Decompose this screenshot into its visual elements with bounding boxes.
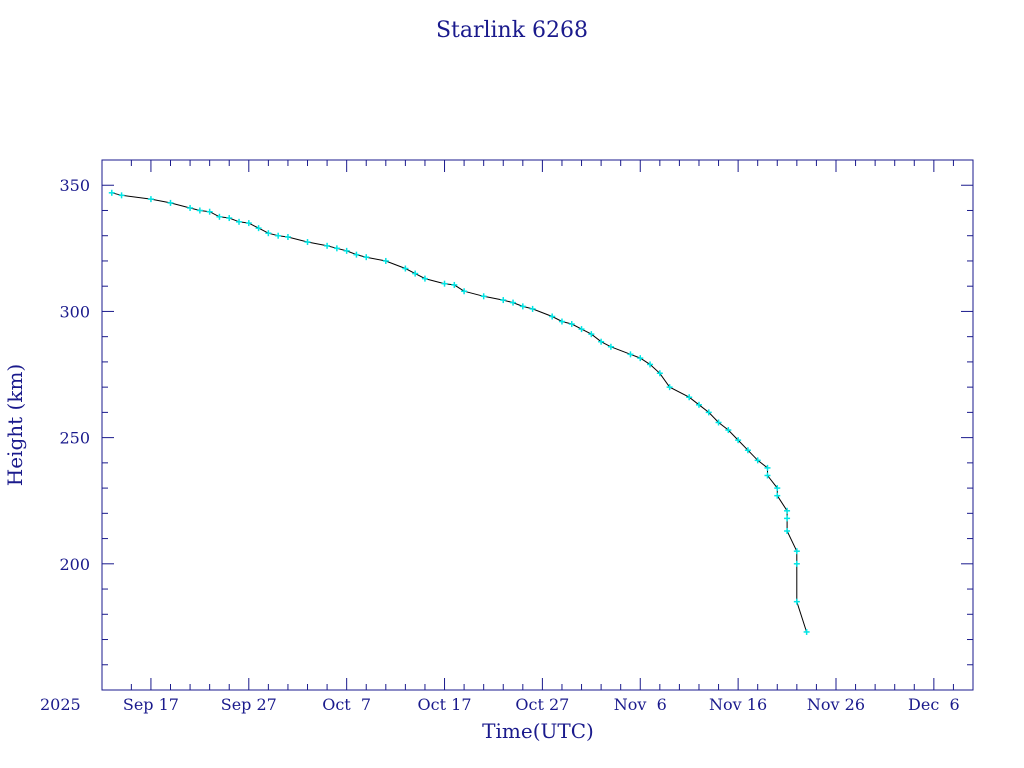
data-point bbox=[647, 361, 654, 368]
data-point bbox=[118, 192, 125, 199]
chart-title: Starlink 6268 bbox=[436, 18, 588, 43]
x-start-label: 2025 bbox=[40, 695, 81, 714]
x-tick-label: Sep 17 bbox=[123, 695, 179, 714]
data-point bbox=[284, 233, 291, 240]
data-point bbox=[353, 251, 360, 258]
data-point bbox=[774, 492, 781, 499]
data-point bbox=[343, 247, 350, 254]
x-tick-label: Oct 27 bbox=[515, 695, 569, 714]
series-line-group bbox=[111, 192, 808, 633]
data-point bbox=[598, 338, 605, 345]
x-axis-ticks: Sep 17 Sep 27 Oct 7 Oct 17 Oct 27 Nov 6 Nov 16… bbox=[123, 160, 960, 714]
x-tick-label: Oct 7 bbox=[322, 695, 371, 714]
data-point bbox=[402, 265, 409, 272]
data-point bbox=[108, 189, 115, 196]
data-point bbox=[803, 628, 810, 635]
data-point bbox=[216, 213, 223, 220]
data-point bbox=[363, 254, 370, 261]
data-point bbox=[196, 207, 203, 214]
data-point bbox=[461, 288, 468, 295]
data-point bbox=[324, 242, 331, 249]
x-axis-label: Time(UTC) bbox=[482, 719, 594, 743]
data-point bbox=[187, 204, 194, 211]
y-tick-label: 250 bbox=[59, 429, 90, 448]
data-point bbox=[265, 230, 272, 237]
data-point bbox=[549, 313, 556, 320]
series-points-group bbox=[108, 189, 810, 635]
data-point bbox=[607, 343, 614, 350]
data-point bbox=[500, 297, 507, 304]
x-tick-label: Sep 27 bbox=[221, 695, 277, 714]
x-tick-label: Dec 6 bbox=[908, 695, 960, 714]
data-point bbox=[656, 370, 663, 377]
data-point bbox=[793, 598, 800, 605]
series-line bbox=[111, 192, 808, 633]
data-point bbox=[226, 215, 233, 222]
data-point bbox=[715, 419, 722, 426]
y-axis-ticks: 200 250 300 350 bbox=[59, 176, 973, 666]
data-point bbox=[236, 218, 243, 225]
data-point bbox=[735, 437, 742, 444]
data-point bbox=[255, 225, 262, 232]
data-point bbox=[519, 303, 526, 310]
data-point bbox=[793, 560, 800, 567]
data-point bbox=[441, 280, 448, 287]
data-point bbox=[686, 394, 693, 401]
data-point bbox=[793, 548, 800, 555]
y-axis-label: Height (km) bbox=[3, 364, 27, 486]
plot-frame bbox=[101, 159, 974, 691]
data-point bbox=[304, 239, 311, 246]
data-point bbox=[588, 331, 595, 338]
data-point bbox=[412, 270, 419, 277]
data-point bbox=[529, 305, 536, 312]
data-point bbox=[784, 528, 791, 534]
x-tick-label: Nov 6 bbox=[614, 695, 667, 714]
data-point bbox=[764, 464, 771, 471]
data-point bbox=[637, 355, 644, 362]
data-point bbox=[206, 208, 213, 215]
y-tick-label: 300 bbox=[59, 302, 90, 321]
data-point bbox=[774, 485, 781, 492]
data-point bbox=[558, 318, 565, 325]
data-point bbox=[695, 401, 702, 408]
data-point bbox=[275, 232, 282, 239]
data-point bbox=[784, 507, 791, 514]
data-point bbox=[764, 472, 771, 479]
data-point bbox=[754, 457, 761, 464]
data-point bbox=[705, 409, 712, 416]
x-tick-label: Oct 17 bbox=[418, 695, 472, 714]
data-point bbox=[333, 245, 340, 252]
data-point bbox=[510, 299, 517, 306]
x-tick-label: Nov 26 bbox=[807, 695, 865, 714]
data-point bbox=[167, 199, 174, 206]
data-point bbox=[147, 196, 154, 203]
data-point bbox=[725, 427, 732, 434]
data-point bbox=[744, 447, 751, 454]
data-point bbox=[480, 293, 487, 300]
y-tick-label: 350 bbox=[59, 176, 90, 195]
data-point bbox=[578, 326, 585, 333]
data-point bbox=[627, 351, 634, 358]
data-point bbox=[245, 220, 252, 227]
data-point bbox=[666, 384, 673, 391]
data-point bbox=[451, 281, 458, 288]
y-tick-label: 200 bbox=[59, 555, 90, 574]
data-point bbox=[568, 321, 575, 328]
x-tick-label: Nov 16 bbox=[709, 695, 767, 714]
data-point bbox=[421, 275, 428, 282]
data-point bbox=[784, 515, 791, 522]
data-point bbox=[382, 257, 389, 264]
